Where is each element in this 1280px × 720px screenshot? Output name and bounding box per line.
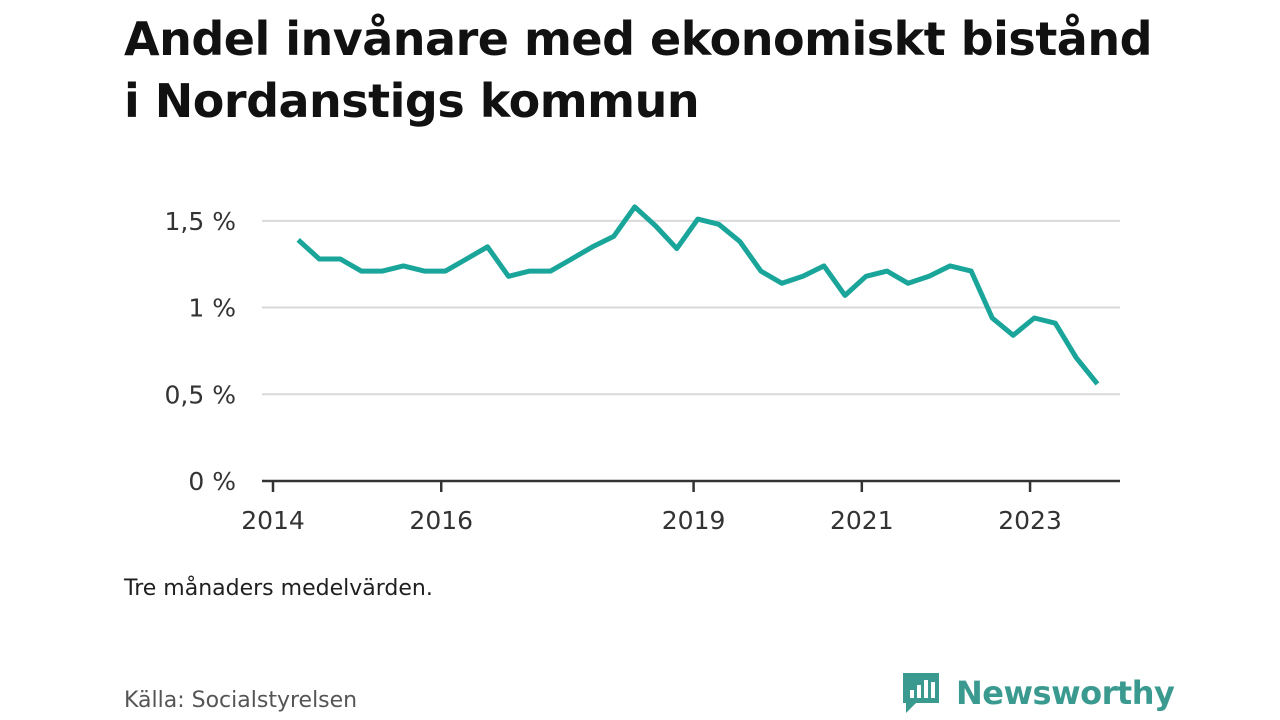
x-tick-label: 2014 bbox=[241, 506, 305, 535]
x-axis bbox=[262, 479, 1120, 492]
y-tick-label: 0 % bbox=[188, 467, 236, 496]
y-axis-tick-labels: 0 % 0,5 % 1 % 1,5 % bbox=[165, 207, 236, 496]
y-tick-label: 1,5 % bbox=[165, 207, 236, 236]
source-credit: Källa: Socialstyrelsen bbox=[124, 688, 358, 713]
series-line-0 bbox=[296, 204, 1100, 386]
brand-name: Newsworthy bbox=[956, 674, 1175, 712]
chart-title: Andel invånare med ekonomiskt bistånd i … bbox=[124, 12, 1153, 128]
x-tick-label: 2021 bbox=[830, 506, 894, 535]
y-tick-label: 1 % bbox=[188, 294, 236, 323]
x-tick-label: 2016 bbox=[409, 506, 473, 535]
gridlines bbox=[262, 219, 1120, 396]
chart-note: Tre månaders medelvärden. bbox=[124, 576, 433, 601]
x-tick-label: 2023 bbox=[998, 506, 1062, 535]
x-tick-label: 2019 bbox=[662, 506, 726, 535]
brand-logo: Newsworthy bbox=[900, 670, 1175, 716]
y-tick-label: 0,5 % bbox=[165, 380, 236, 409]
x-axis-tick-labels: 2014 2016 2019 2021 2023 bbox=[241, 506, 1062, 535]
series-layer bbox=[296, 204, 1100, 386]
newsworthy-chart-bubble-icon bbox=[903, 673, 939, 713]
